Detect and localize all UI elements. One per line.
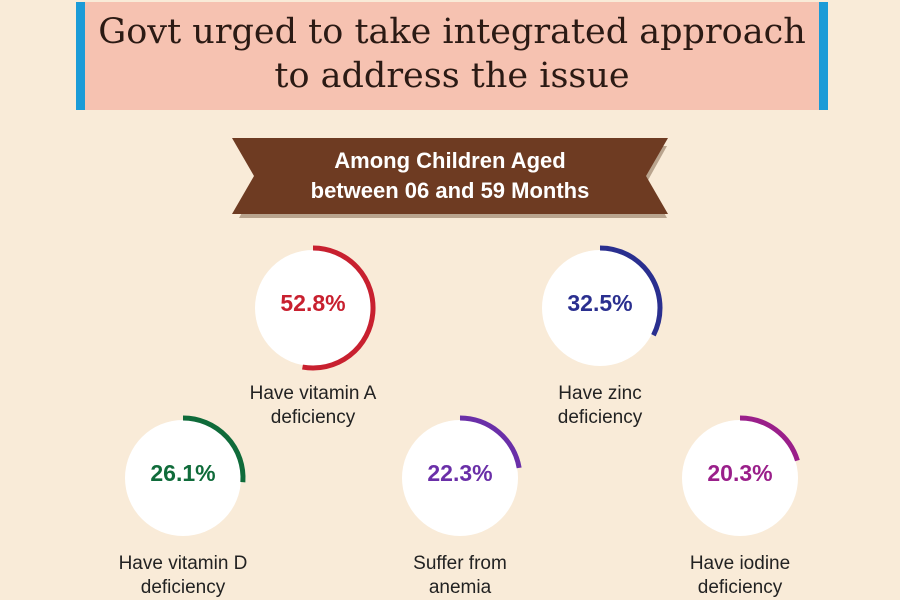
gauge-value: 20.3% [707,460,773,486]
gauge-ring [125,415,246,536]
gauge-label: Have vitamin D deficiency [83,552,283,600]
gauge-background-circle [682,420,798,536]
title-banner: Govt urged to take integrated approach t… [76,2,828,110]
gauge-arc [182,415,246,483]
gauge-label-line-2: deficiency [697,577,783,598]
gauge-label: Suffer from anemia [360,552,560,600]
gauge-arc [739,415,800,462]
ribbon-line-2: between 06 and 59 Months [310,178,590,203]
title-line-1: Govt urged to take integrated approach [98,12,806,52]
gauge-value: 52.8% [280,290,346,316]
gauge-background-circle [255,250,371,366]
gauge-background-circle [542,250,658,366]
gauge-label-line-1: Have iodine [689,553,791,574]
gauge-value: 26.1% [150,460,216,486]
gauge-ring [542,245,663,366]
gauge-arc [459,415,522,469]
gauge-label-line-2: deficiency [270,407,356,428]
gauge-vitamin-d: 26.1% Have vitamin D deficiency [83,412,283,600]
gauge-label-line-1: Have vitamin A [249,383,377,404]
gauge-zinc: 32.5% Have zinc deficiency [500,242,700,430]
gauge-ring [402,415,522,536]
gauge-value: 22.3% [427,460,493,486]
gauge-label: Have iodine deficiency [640,552,840,600]
title-line-2: to address the issue [274,56,630,96]
gauge-label-line-2: anemia [428,577,492,598]
gauge-label-line-2: deficiency [557,407,643,428]
gauge-label: Have zinc deficiency [500,382,700,430]
gauge-label-line-1: Have vitamin D [118,553,248,574]
gauge-background-circle [402,420,518,536]
gauge-label-line-1: Have zinc [558,383,642,404]
gauge-arc [302,245,376,371]
gauge-value: 32.5% [567,290,633,316]
gauge-ring [682,415,800,536]
gauge-anemia: 22.3% Suffer from anemia [360,412,560,600]
subtitle-ribbon: Among Children Aged between 06 and 59 Mo… [232,138,668,218]
gauge-ring [255,245,376,371]
gauge-vitamin-a: 52.8% Have vitamin A deficiency [213,242,413,430]
ribbon-shape [232,138,668,218]
gauge-arc [599,245,663,337]
gauge-label-line-2: deficiency [140,577,226,598]
gauge-iodine: 20.3% Have iodine deficiency [640,412,840,600]
gauge-label: Have vitamin A deficiency [213,382,413,430]
gauge-label-line-1: Suffer from [413,553,507,574]
ribbon-line-1: Among Children Aged [334,148,566,173]
gauge-background-circle [125,420,241,536]
